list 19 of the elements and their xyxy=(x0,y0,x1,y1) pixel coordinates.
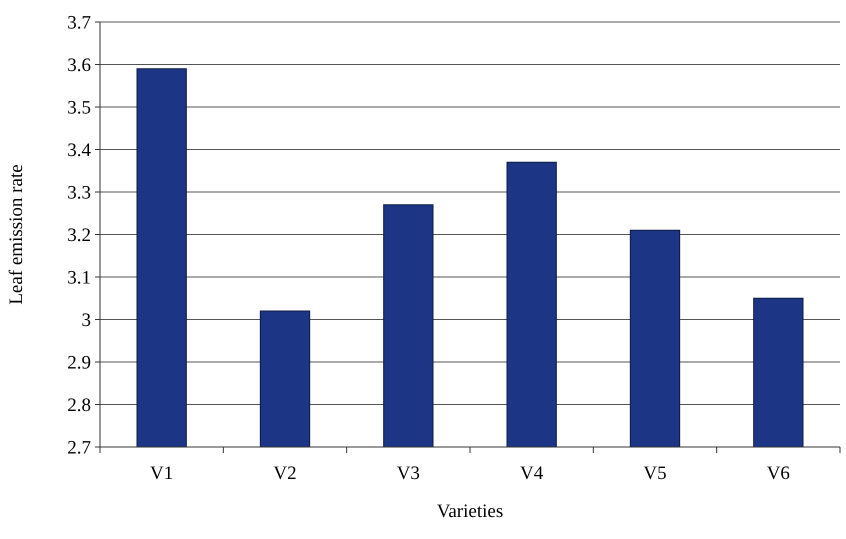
y-tick-label: 3.4 xyxy=(67,140,92,162)
y-tick-label: 2.7 xyxy=(67,438,91,459)
y-tick-label: 3.6 xyxy=(67,55,91,76)
y-tick-label: 3.3 xyxy=(67,182,91,204)
y-tick-label: 2.9 xyxy=(67,352,91,374)
y-tick-label: 3.2 xyxy=(67,225,91,246)
x-tick-label: V3 xyxy=(396,463,420,484)
y-tick-label: 3 xyxy=(82,310,91,332)
y-tick-label: 3.1 xyxy=(67,268,91,289)
x-tick-label: V4 xyxy=(520,463,544,484)
y-axis-title: Leaf emission rate xyxy=(6,164,27,305)
y-tick-label: 2.8 xyxy=(67,395,91,416)
x-tick-label: V6 xyxy=(766,463,790,484)
x-tick-label: V2 xyxy=(273,463,297,484)
x-tick-label: V1 xyxy=(150,463,174,484)
x-axis-title: Varieties xyxy=(436,501,504,522)
y-tick-label: 3.5 xyxy=(67,98,91,119)
x-tick-label: V5 xyxy=(643,463,667,484)
y-tick-label: 3.7 xyxy=(67,12,91,34)
